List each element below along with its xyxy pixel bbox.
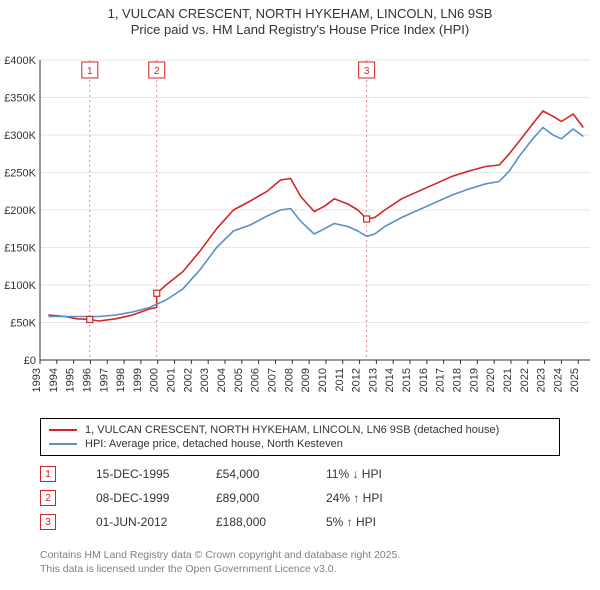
legend-item-property: 1, VULCAN CRESCENT, NORTH HYKEHAM, LINCO… — [49, 423, 551, 437]
svg-text:2014: 2014 — [384, 368, 396, 392]
svg-text:2012: 2012 — [351, 368, 363, 392]
chart-title-block: 1, VULCAN CRESCENT, NORTH HYKEHAM, LINCO… — [0, 0, 600, 39]
svg-text:£0: £0 — [24, 355, 36, 367]
svg-text:2022: 2022 — [519, 368, 531, 392]
svg-text:2021: 2021 — [502, 368, 514, 392]
svg-text:2019: 2019 — [468, 368, 480, 392]
legend-item-hpi: HPI: Average price, detached house, Nort… — [49, 437, 551, 451]
svg-text:2011: 2011 — [334, 368, 346, 392]
svg-text:2025: 2025 — [569, 368, 581, 392]
svg-text:2020: 2020 — [485, 368, 497, 392]
svg-text:1996: 1996 — [81, 368, 93, 392]
svg-text:2007: 2007 — [266, 368, 278, 392]
svg-text:2010: 2010 — [317, 368, 329, 392]
svg-text:2002: 2002 — [182, 368, 194, 392]
marker-date-1: 15-DEC-1995 — [96, 467, 216, 481]
svg-text:£100K: £100K — [4, 280, 36, 292]
svg-text:2000: 2000 — [149, 368, 161, 392]
svg-text:1994: 1994 — [48, 368, 60, 392]
title-line2: Price paid vs. HM Land Registry's House … — [0, 22, 600, 38]
svg-text:3: 3 — [364, 66, 370, 77]
svg-text:2001: 2001 — [166, 368, 178, 392]
svg-text:2017: 2017 — [435, 368, 447, 392]
svg-text:1999: 1999 — [132, 368, 144, 392]
svg-text:2018: 2018 — [451, 368, 463, 392]
footer-line2: This data is licensed under the Open Gov… — [40, 562, 400, 576]
chart-svg: £0 £50K £100K £150K £200K £250K £300K £350K £400… — [0, 42, 600, 402]
legend-swatch-hpi — [49, 443, 77, 445]
svg-text:1993: 1993 — [31, 368, 43, 392]
svg-text:2003: 2003 — [199, 368, 211, 392]
marker-date-2: 08-DEC-1999 — [96, 491, 216, 505]
svg-text:2024: 2024 — [552, 368, 564, 392]
marker-price-1: £54,000 — [216, 467, 326, 481]
footer-line1: Contains HM Land Registry data © Crown c… — [40, 548, 400, 562]
footer-note: Contains HM Land Registry data © Crown c… — [40, 548, 400, 576]
svg-text:2004: 2004 — [216, 368, 228, 392]
marker-delta-2: 24% ↑ HPI — [326, 491, 446, 505]
chart-area: £0 £50K £100K £150K £200K £250K £300K £350K £400… — [0, 42, 600, 402]
svg-text:2006: 2006 — [250, 368, 262, 392]
marker-badge-1: 1 — [40, 466, 56, 482]
price-markers-table: 1 15-DEC-1995 £54,000 11% ↓ HPI 2 08-DEC… — [40, 462, 446, 534]
marker-date-3: 01-JUN-2012 — [96, 515, 216, 529]
legend-label-property: 1, VULCAN CRESCENT, NORTH HYKEHAM, LINCO… — [85, 424, 499, 436]
marker-delta-3: 5% ↑ HPI — [326, 515, 446, 529]
svg-text:2023: 2023 — [536, 368, 548, 392]
marker-price-3: £188,000 — [216, 515, 326, 529]
marker-badge-2: 2 — [40, 490, 56, 506]
svg-text:1998: 1998 — [115, 368, 127, 392]
svg-text:£400K: £400K — [4, 55, 36, 67]
svg-text:1: 1 — [87, 66, 93, 77]
title-line1: 1, VULCAN CRESCENT, NORTH HYKEHAM, LINCO… — [0, 6, 600, 22]
marker-row-3: 3 01-JUN-2012 £188,000 5% ↑ HPI — [40, 510, 446, 534]
svg-text:2005: 2005 — [233, 368, 245, 392]
marker-price-2: £89,000 — [216, 491, 326, 505]
legend-label-hpi: HPI: Average price, detached house, Nort… — [85, 438, 343, 450]
svg-text:2015: 2015 — [401, 368, 413, 392]
marker-delta-1: 11% ↓ HPI — [326, 467, 446, 481]
marker-row-1: 1 15-DEC-1995 £54,000 11% ↓ HPI — [40, 462, 446, 486]
svg-text:2: 2 — [154, 66, 160, 77]
svg-text:£200K: £200K — [4, 205, 36, 217]
svg-text:£300K: £300K — [4, 130, 36, 142]
legend: 1, VULCAN CRESCENT, NORTH HYKEHAM, LINCO… — [40, 418, 560, 456]
svg-text:£150K: £150K — [4, 243, 36, 255]
svg-text:2013: 2013 — [367, 368, 379, 392]
marker-badge-3: 3 — [40, 514, 56, 530]
marker-row-2: 2 08-DEC-1999 £89,000 24% ↑ HPI — [40, 486, 446, 510]
svg-text:2016: 2016 — [418, 368, 430, 392]
svg-text:£250K: £250K — [4, 168, 36, 180]
svg-text:£350K: £350K — [4, 93, 36, 105]
svg-text:1995: 1995 — [65, 368, 77, 392]
svg-text:2009: 2009 — [300, 368, 312, 392]
svg-text:£50K: £50K — [10, 318, 36, 330]
legend-swatch-property — [49, 429, 77, 431]
svg-text:1997: 1997 — [98, 368, 110, 392]
svg-text:2008: 2008 — [283, 368, 295, 392]
